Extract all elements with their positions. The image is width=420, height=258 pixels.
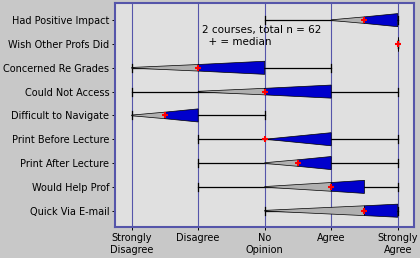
Polygon shape xyxy=(165,109,198,122)
Polygon shape xyxy=(331,180,365,194)
Polygon shape xyxy=(198,61,265,74)
Polygon shape xyxy=(265,85,331,98)
Polygon shape xyxy=(131,64,198,71)
Polygon shape xyxy=(131,112,165,119)
Polygon shape xyxy=(331,17,365,23)
Polygon shape xyxy=(365,14,398,27)
Polygon shape xyxy=(265,206,365,216)
Text: 2 courses, total n = 62
  + = median: 2 courses, total n = 62 + = median xyxy=(202,25,321,46)
Polygon shape xyxy=(265,182,331,191)
Polygon shape xyxy=(265,160,298,166)
Polygon shape xyxy=(298,157,331,170)
Polygon shape xyxy=(265,133,331,146)
Polygon shape xyxy=(198,88,265,95)
Polygon shape xyxy=(365,204,398,217)
